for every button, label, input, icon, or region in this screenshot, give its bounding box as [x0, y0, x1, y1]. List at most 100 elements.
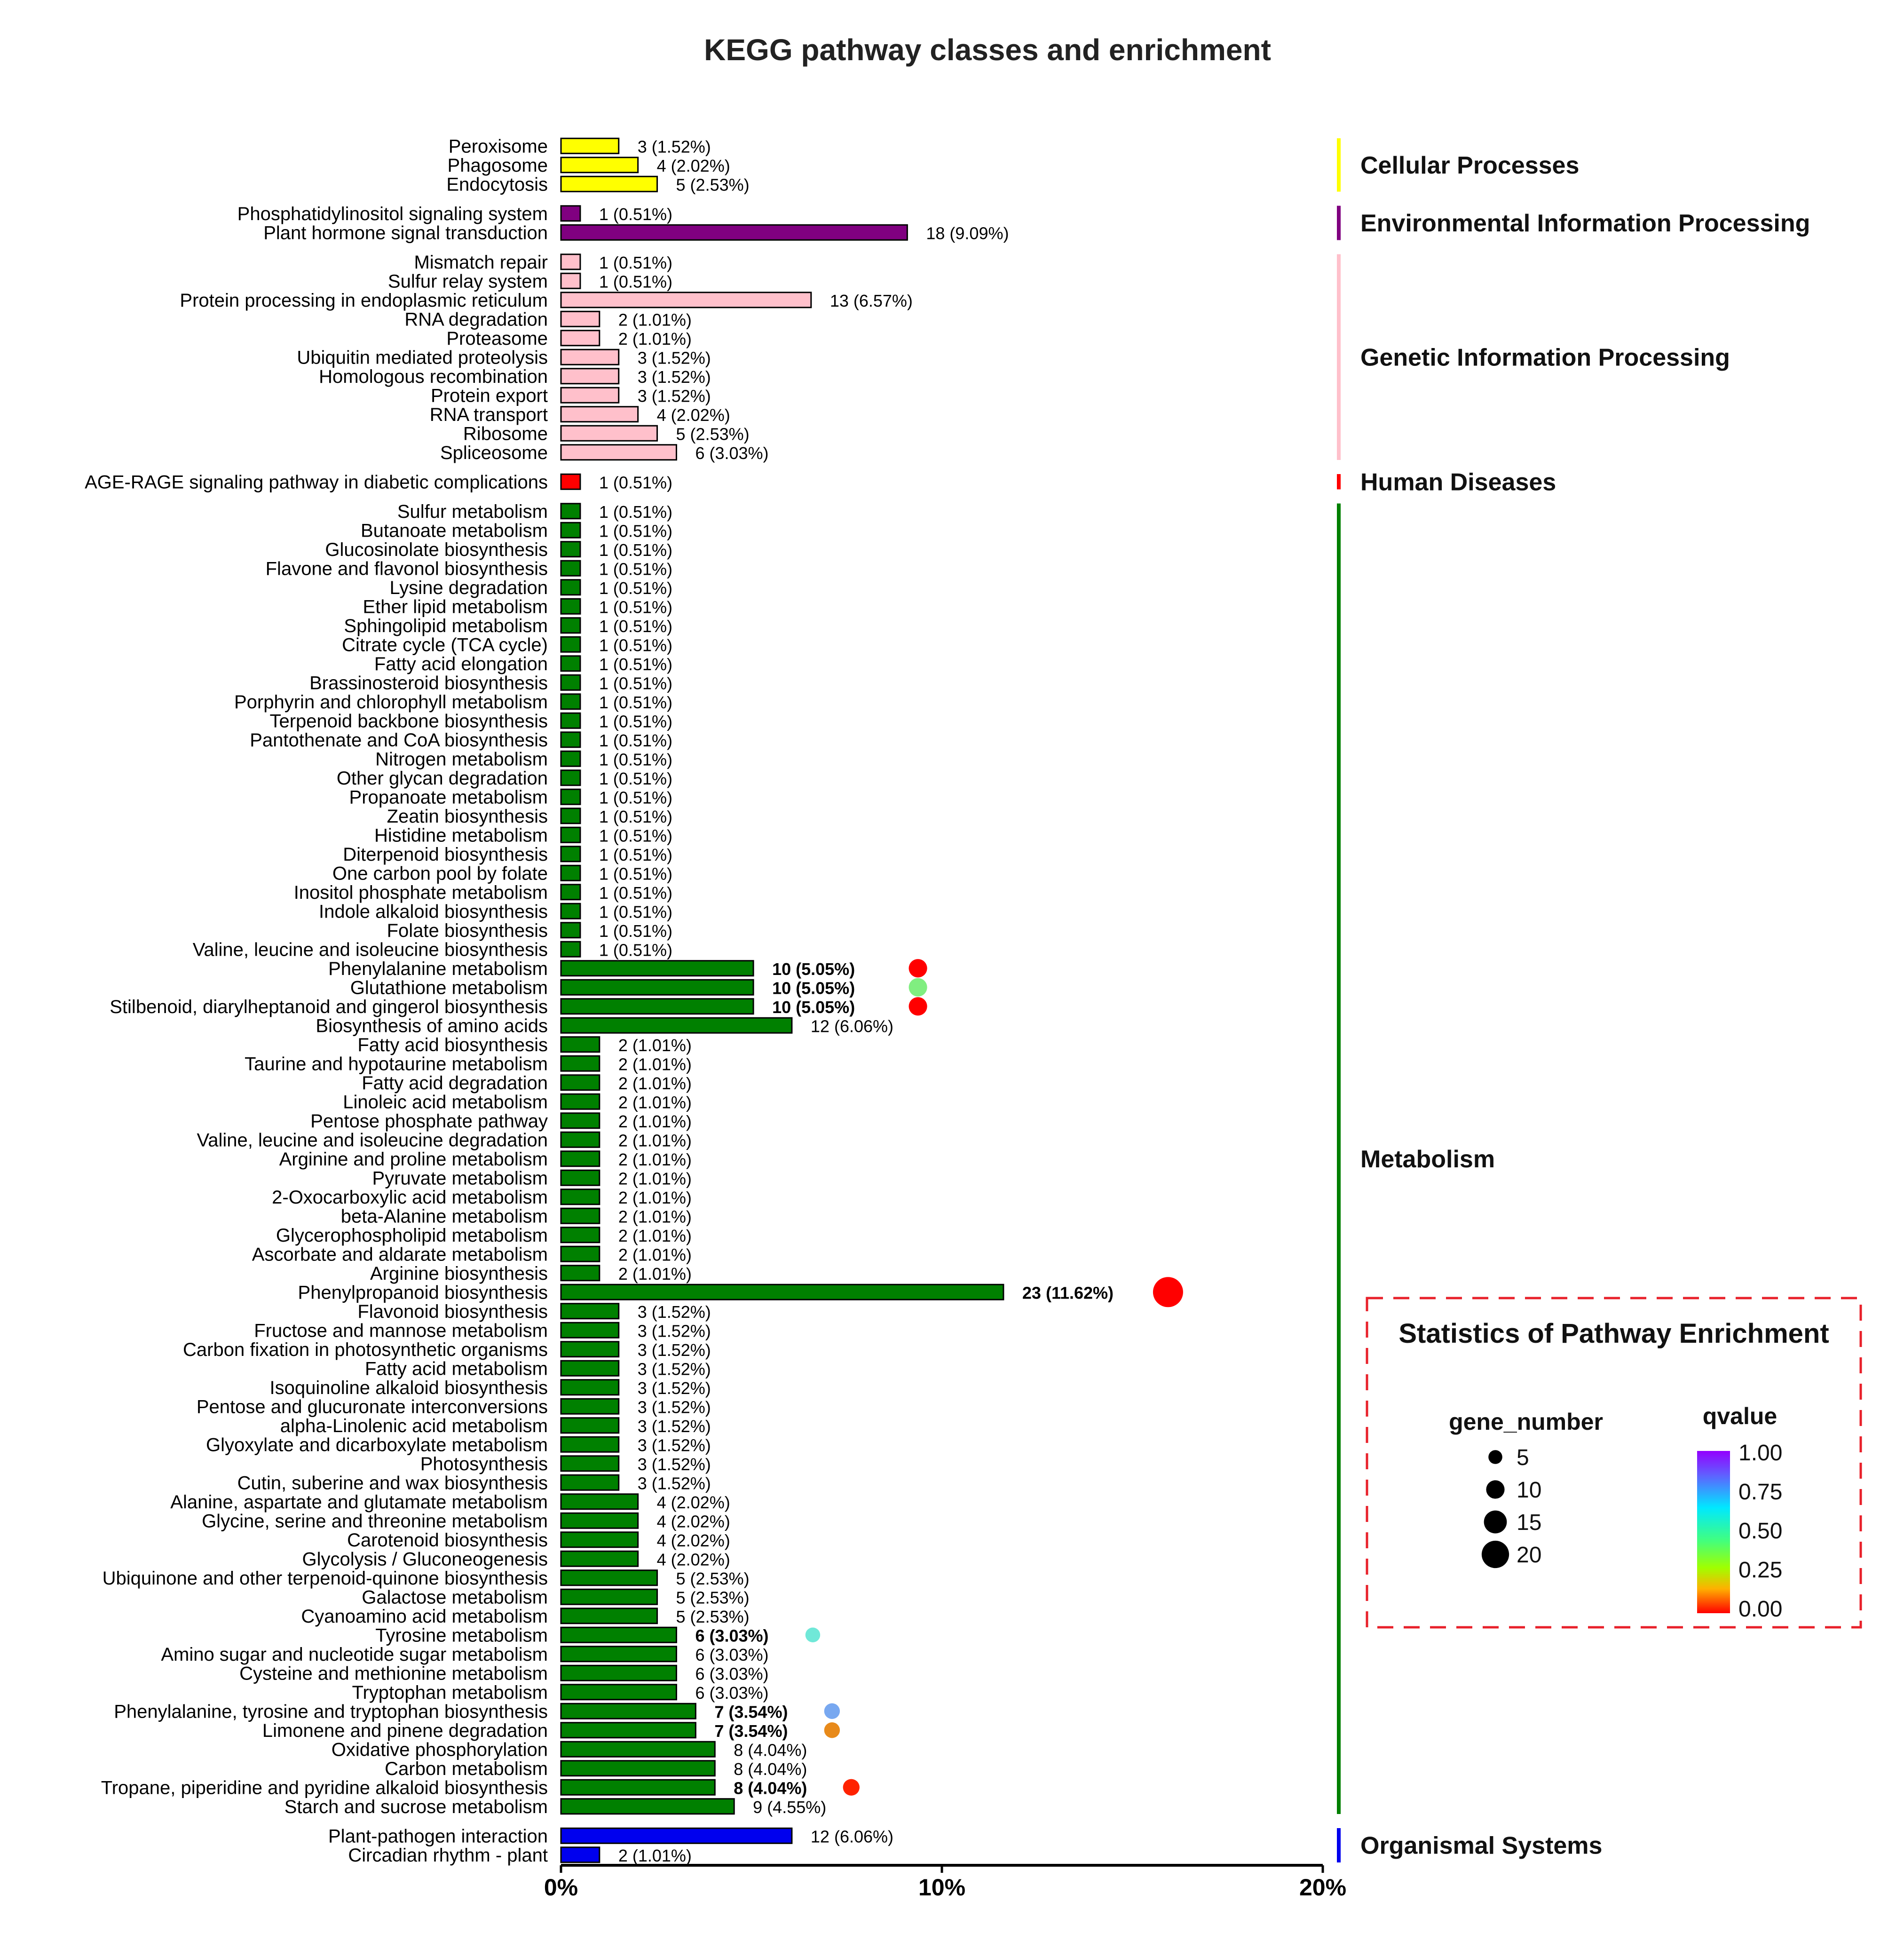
category-label-arginine-biosynthesis: Arginine biosynthesis — [370, 1263, 548, 1284]
bar-carbon-metabolism — [560, 1760, 716, 1777]
bar-glyoxylate-and-dicarboxylate-metabolism — [560, 1436, 620, 1453]
x-tick-label-0: 0% — [544, 1874, 578, 1901]
value-label-ribosome: 5 (2.53%) — [676, 424, 750, 444]
value-label-carbon-metabolism: 8 (4.04%) — [734, 1759, 807, 1779]
category-label-peroxisome: Peroxisome — [449, 136, 548, 157]
value-label-pantothenate-and-coa-biosynthesis: 1 (0.51%) — [599, 731, 672, 750]
bar-porphyrin-and-chlorophyll-metabolism — [560, 693, 581, 710]
group-label-human-diseases: Human Diseases — [1360, 468, 1556, 496]
value-label-phenylpropanoid-biosynthesis: 23 (11.62%) — [1022, 1283, 1114, 1302]
bar-phenylalanine-tyrosine-and-tryptophan-biosynthesis — [560, 1703, 696, 1719]
category-label-circadian-rhythm-plant: Circadian rhythm - plant — [348, 1845, 548, 1866]
value-label-linoleic-acid-metabolism: 2 (1.01%) — [618, 1093, 692, 1112]
category-label-glycerophospholipid-metabolism: Glycerophospholipid metabolism — [276, 1225, 548, 1246]
qvalue-tick-1-00: 1.00 — [1738, 1441, 1782, 1466]
bar-fatty-acid-metabolism — [560, 1360, 620, 1377]
bar-tropane-piperidine-and-pyridine-alkaloid-biosynthesis — [560, 1779, 716, 1796]
bar-other-glycan-degradation — [560, 769, 581, 786]
value-label-2-oxocarboxylic-acid-metabolism: 2 (1.01%) — [618, 1188, 692, 1207]
qvalue-colorbar — [1697, 1451, 1730, 1613]
value-label-glycolysis-gluconeogenesis: 4 (2.02%) — [657, 1550, 730, 1569]
group-bracket-human-diseases — [1337, 474, 1341, 490]
value-label-rna-transport: 4 (2.02%) — [657, 405, 730, 425]
category-label-protein-processing-in-endoplasmic-reticulum: Protein processing in endoplasmic reticu… — [180, 290, 548, 311]
x-tick-label-20: 20% — [1299, 1874, 1346, 1901]
bar-pyruvate-metabolism — [560, 1169, 600, 1186]
category-label-zeatin-biosynthesis: Zeatin biosynthesis — [387, 806, 548, 827]
enrichment-dot-phenylpropanoid-biosynthesis — [1153, 1277, 1183, 1307]
value-label-pentose-and-glucuronate-interconversions: 3 (1.52%) — [638, 1397, 711, 1417]
category-label-folate-biosynthesis: Folate biosynthesis — [387, 920, 548, 941]
group-label-genetic-information-processing: Genetic Information Processing — [1360, 344, 1730, 371]
category-label-taurine-and-hypotaurine-metabolism: Taurine and hypotaurine metabolism — [245, 1054, 548, 1074]
category-label-diterpenoid-biosynthesis: Diterpenoid biosynthesis — [343, 844, 548, 865]
category-label-alanine-aspartate-and-glutamate-metabolism: Alanine, aspartate and glutamate metabol… — [170, 1492, 548, 1513]
category-label-stilbenoid-diarylheptanoid-and-gingerol-biosynthesis: Stilbenoid, diarylheptanoid and gingerol… — [110, 997, 548, 1017]
category-label-fructose-and-mannose-metabolism: Fructose and mannose metabolism — [254, 1320, 548, 1341]
size-legend-label-20: 20 — [1517, 1543, 1541, 1568]
size-legend: 5 10 15 20 — [1481, 1445, 1541, 1569]
bar-glutathione-metabolism — [560, 979, 754, 996]
category-label-terpenoid-backbone-biosynthesis: Terpenoid backbone biosynthesis — [269, 711, 548, 731]
value-label-glucosinolate-biosynthesis: 1 (0.51%) — [599, 540, 672, 560]
category-label-2-oxocarboxylic-acid-metabolism: 2-Oxocarboxylic acid metabolism — [272, 1187, 548, 1208]
bar-glycine-serine-and-threonine-metabolism — [560, 1512, 639, 1529]
bar-ether-lipid-metabolism — [560, 598, 581, 615]
qvalue-tick-0-75: 0.75 — [1738, 1480, 1782, 1505]
bar-ascorbate-and-aldarate-metabolism — [560, 1245, 600, 1262]
value-label-carotenoid-biosynthesis: 4 (2.02%) — [657, 1531, 730, 1550]
bar-2-oxocarboxylic-acid-metabolism — [560, 1188, 600, 1205]
value-label-inositol-phosphate-metabolism: 1 (0.51%) — [599, 883, 672, 903]
bar-stilbenoid-diarylheptanoid-and-gingerol-biosynthesis — [560, 998, 754, 1015]
category-label-linoleic-acid-metabolism: Linoleic acid metabolism — [343, 1092, 548, 1112]
value-label-ascorbate-and-aldarate-metabolism: 2 (1.01%) — [618, 1245, 692, 1264]
value-label-starch-and-sucrose-metabolism: 9 (4.55%) — [753, 1798, 826, 1817]
value-label-diterpenoid-biosynthesis: 1 (0.51%) — [599, 845, 672, 864]
bar-fatty-acid-elongation — [560, 655, 581, 672]
legend-box — [1366, 1297, 1862, 1629]
category-label-flavonoid-biosynthesis: Flavonoid biosynthesis — [357, 1301, 548, 1322]
category-label-sulfur-relay-system: Sulfur relay system — [388, 271, 548, 292]
bar-butanoate-metabolism — [560, 522, 581, 539]
category-label-glyoxylate-and-dicarboxylate-metabolism: Glyoxylate and dicarboxylate metabolism — [206, 1434, 548, 1455]
value-label-plant-hormone-signal-transduction: 18 (9.09%) — [926, 223, 1009, 243]
x-tick-label-10: 10% — [918, 1874, 965, 1901]
category-label-fatty-acid-metabolism: Fatty acid metabolism — [365, 1358, 548, 1379]
category-label-ribosome: Ribosome — [463, 423, 548, 444]
bar-homologous-recombination — [560, 368, 620, 385]
bars-layer: Peroxisome 3 (1.52%) Phagosome 4 (2.02%) End… — [85, 136, 1183, 1866]
value-label-amino-sugar-and-nucleotide-sugar-metabolism: 6 (3.03%) — [695, 1645, 768, 1664]
value-label-folate-biosynthesis: 1 (0.51%) — [599, 921, 672, 941]
group-label-environmental-information-processing: Environmental Information Processing — [1360, 210, 1810, 237]
bar-phenylalanine-metabolism — [560, 960, 754, 977]
size-legend-label-5: 5 — [1517, 1445, 1529, 1470]
bar-pentose-and-glucuronate-interconversions — [560, 1398, 620, 1415]
category-label-valine-leucine-and-isoleucine-biosynthesis: Valine, leucine and isoleucine biosynthe… — [193, 939, 548, 960]
value-label-circadian-rhythm-plant: 2 (1.01%) — [618, 1846, 692, 1865]
value-label-glycerophospholipid-metabolism: 2 (1.01%) — [618, 1226, 692, 1245]
bar-phenylpropanoid-biosynthesis — [560, 1283, 1004, 1300]
value-label-fatty-acid-elongation: 1 (0.51%) — [599, 655, 672, 674]
category-label-phenylalanine-tyrosine-and-tryptophan-biosynthesis: Phenylalanine, tyrosine and tryptophan b… — [114, 1701, 548, 1722]
category-label-cutin-suberine-and-wax-biosynthesis: Cutin, suberine and wax biosynthesis — [237, 1473, 548, 1493]
value-label-glycine-serine-and-threonine-metabolism: 4 (2.02%) — [657, 1512, 730, 1531]
enrichment-dot-phenylalanine-tyrosine-and-tryptophan-biosynthesis — [824, 1703, 840, 1719]
bar-citrate-cycle-tca-cycle — [560, 636, 581, 653]
value-label-homologous-recombination: 3 (1.52%) — [638, 367, 711, 387]
category-label-rna-transport: RNA transport — [430, 404, 548, 425]
enrichment-dot-phenylalanine-metabolism — [909, 959, 927, 978]
category-label-flavone-and-flavonol-biosynthesis: Flavone and flavonol biosynthesis — [266, 558, 548, 579]
category-label-indole-alkaloid-biosynthesis: Indole alkaloid biosynthesis — [319, 901, 548, 922]
value-label-isoquinoline-alkaloid-biosynthesis: 3 (1.52%) — [638, 1378, 711, 1398]
category-label-glycine-serine-and-threonine-metabolism: Glycine, serine and threonine metabolism — [202, 1511, 548, 1531]
value-label-pyruvate-metabolism: 2 (1.01%) — [618, 1169, 692, 1188]
category-label-ether-lipid-metabolism: Ether lipid metabolism — [363, 596, 548, 617]
size-legend-dot-5 — [1488, 1450, 1502, 1464]
enrichment-dot-stilbenoid-diarylheptanoid-and-gingerol-biosynthesis — [909, 997, 927, 1016]
value-label-cysteine-and-methionine-metabolism: 6 (3.03%) — [695, 1664, 768, 1683]
bar-alpha-linolenic-acid-metabolism — [560, 1417, 620, 1434]
value-label-carbon-fixation-in-photosynthetic-organisms: 3 (1.52%) — [638, 1340, 711, 1360]
value-label-sulfur-metabolism: 1 (0.51%) — [599, 502, 672, 522]
bar-sulfur-relay-system — [560, 272, 581, 289]
category-label-spliceosome: Spliceosome — [440, 443, 548, 463]
